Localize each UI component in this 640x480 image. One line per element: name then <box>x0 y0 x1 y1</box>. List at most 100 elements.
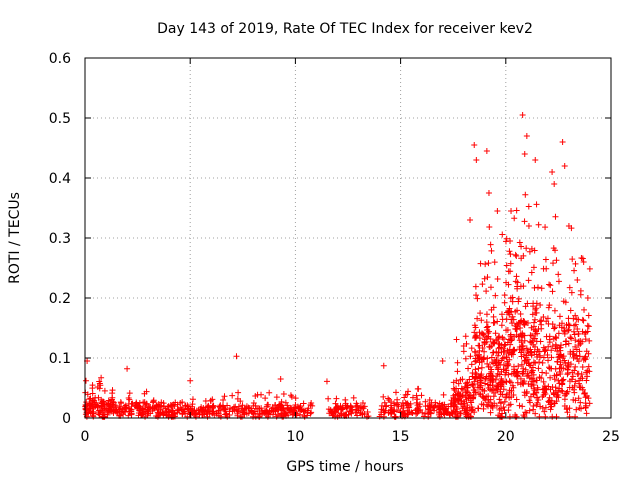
data-point <box>576 384 583 391</box>
data-point <box>196 411 203 418</box>
data-point <box>574 325 581 332</box>
data-point <box>87 402 94 409</box>
data-point <box>485 190 492 196</box>
data-point <box>545 398 552 405</box>
data-point <box>492 330 499 337</box>
data-point <box>521 392 528 399</box>
data-point <box>523 133 530 139</box>
data-point <box>531 343 538 350</box>
data-point <box>425 413 432 420</box>
data-point <box>142 413 149 420</box>
data-point <box>424 403 431 410</box>
data-point <box>409 409 416 416</box>
data-point <box>187 411 194 418</box>
data-point <box>300 400 307 407</box>
data-point <box>496 396 503 403</box>
data-point <box>297 411 304 418</box>
data-point <box>570 328 577 335</box>
data-point <box>126 390 133 397</box>
grid-lines <box>85 58 611 418</box>
data-point <box>507 251 514 258</box>
data-point <box>380 393 387 400</box>
y-tick-label: 0.5 <box>49 111 71 127</box>
data-point <box>556 344 563 351</box>
data-point <box>481 354 488 361</box>
data-point <box>552 387 559 394</box>
data-point <box>439 358 446 364</box>
data-point <box>552 213 559 220</box>
data-point <box>164 403 171 410</box>
data-point <box>518 255 525 262</box>
data-point <box>573 406 580 413</box>
data-point <box>497 399 504 406</box>
data-point <box>479 281 486 288</box>
data-point <box>503 316 510 323</box>
data-point <box>259 407 266 414</box>
data-point <box>400 402 407 409</box>
data-point <box>521 413 528 420</box>
data-point <box>506 248 513 255</box>
data-point <box>555 377 562 384</box>
data-point <box>149 404 156 411</box>
data-point <box>523 352 530 359</box>
data-point <box>572 378 579 385</box>
data-point <box>546 397 553 404</box>
data-point <box>510 370 517 377</box>
data-point <box>485 373 492 380</box>
data-point <box>526 360 533 367</box>
data-point <box>381 399 388 406</box>
data-point <box>483 311 490 318</box>
data-point <box>427 409 434 416</box>
data-point <box>470 383 477 390</box>
data-point <box>558 387 565 394</box>
data-point <box>575 330 582 337</box>
data-point <box>556 313 563 320</box>
data-point <box>385 395 392 402</box>
data-point <box>460 343 467 349</box>
data-point <box>91 397 98 404</box>
data-point <box>119 406 126 413</box>
data-point <box>180 408 187 415</box>
data-point <box>474 315 481 322</box>
data-point <box>500 336 507 343</box>
data-point <box>509 320 516 327</box>
data-point <box>506 413 513 420</box>
data-point <box>126 396 133 403</box>
data-point <box>539 359 546 366</box>
data-point <box>499 334 506 341</box>
data-point <box>110 399 117 406</box>
data-point <box>274 404 281 411</box>
data-point <box>521 378 528 385</box>
data-point <box>480 331 487 338</box>
data-point <box>150 398 157 405</box>
data-point <box>89 385 96 392</box>
data-point <box>495 352 502 359</box>
data-point <box>471 409 478 416</box>
data-point <box>483 319 490 326</box>
data-point <box>472 349 479 356</box>
data-point <box>394 396 401 403</box>
data-point <box>243 410 250 417</box>
x-axis-label: GPS time / hours <box>286 459 403 475</box>
data-point <box>550 260 557 267</box>
data-point <box>381 409 388 416</box>
data-point <box>586 400 593 407</box>
data-point <box>307 410 314 417</box>
data-point <box>522 191 529 198</box>
data-point <box>404 391 411 398</box>
data-point <box>454 359 461 366</box>
data-point <box>484 360 491 367</box>
data-point <box>487 284 494 291</box>
data-point <box>471 322 478 329</box>
data-point <box>476 390 483 397</box>
data-point <box>99 409 106 416</box>
data-point <box>508 208 515 215</box>
data-point <box>569 256 576 263</box>
data-point <box>567 361 574 368</box>
data-point <box>477 310 484 317</box>
data-points <box>82 112 593 420</box>
data-point <box>478 317 485 324</box>
data-point <box>432 402 439 409</box>
data-point <box>499 410 506 417</box>
data-point <box>266 389 273 396</box>
